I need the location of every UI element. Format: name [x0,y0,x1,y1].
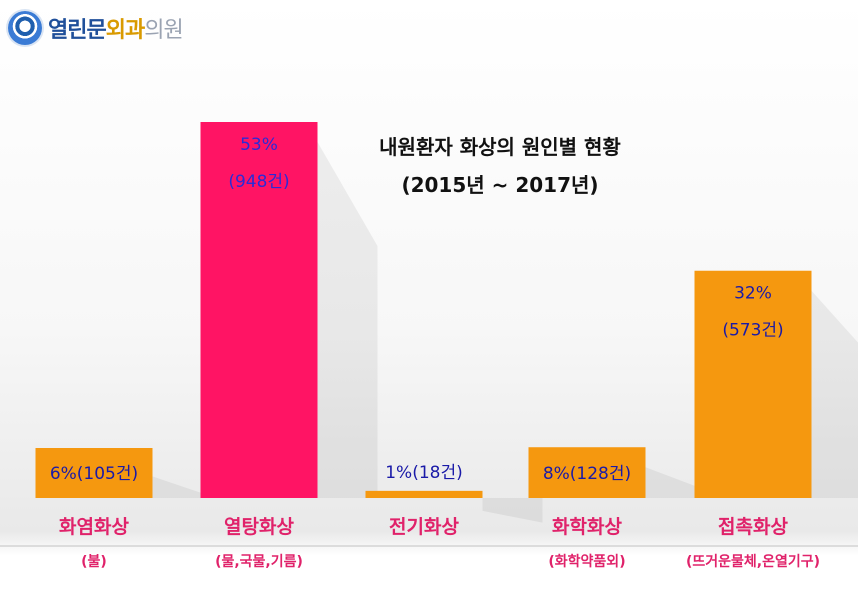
clinic-name-part-3: 의원 [144,18,183,43]
category-sublabel: (화학약품외) [548,553,625,570]
category-label: 열탕화상 [224,516,294,538]
category-sublabel: (뜨거운물체,온열기구) [686,553,820,570]
category-label: 화염화상 [59,516,129,538]
data-label: (948건) [228,172,289,192]
clinic-name: 열린문외과의원 [48,12,184,44]
category-label: 전기화상 [389,516,459,538]
bar-shadow [482,498,543,523]
data-label: 8%(128건) [543,464,631,484]
data-label: 6%(105건) [50,464,138,484]
bar [200,122,318,498]
category-label: 화학화상 [552,516,622,538]
chart-title-block: 내원환자 화상의 원인별 현황 (2015년 ~ 2017년) [335,128,665,204]
data-label: (573건) [722,321,783,341]
label-box [35,448,153,498]
bar-shadow [811,290,858,498]
data-label: 32% [734,284,772,304]
clinic-name-part-1: 열린문 [48,18,107,43]
category-sublabel: (물,국물,기름) [215,554,303,570]
category-label: 접촉화상 [718,516,788,538]
label-box [528,448,646,498]
data-label: 1%(18건) [385,463,463,483]
bar [694,270,812,498]
eye-circle-logo-icon [8,11,42,45]
clinic-logo: 열린문외과의원 [8,8,184,48]
floor-line [0,545,858,547]
category-sublabel: (불) [81,554,107,570]
chart-title: 내원환자 화상의 원인별 현황 [379,135,621,159]
bar-shadow [645,467,706,498]
chart-subtitle: (2015년 ~ 2017년) [401,173,599,197]
bar-shadow [152,476,213,498]
data-label: 53% [240,135,278,155]
bar [365,490,483,498]
bar-shadow [317,142,378,498]
clinic-name-part-2: 외과 [105,18,145,43]
